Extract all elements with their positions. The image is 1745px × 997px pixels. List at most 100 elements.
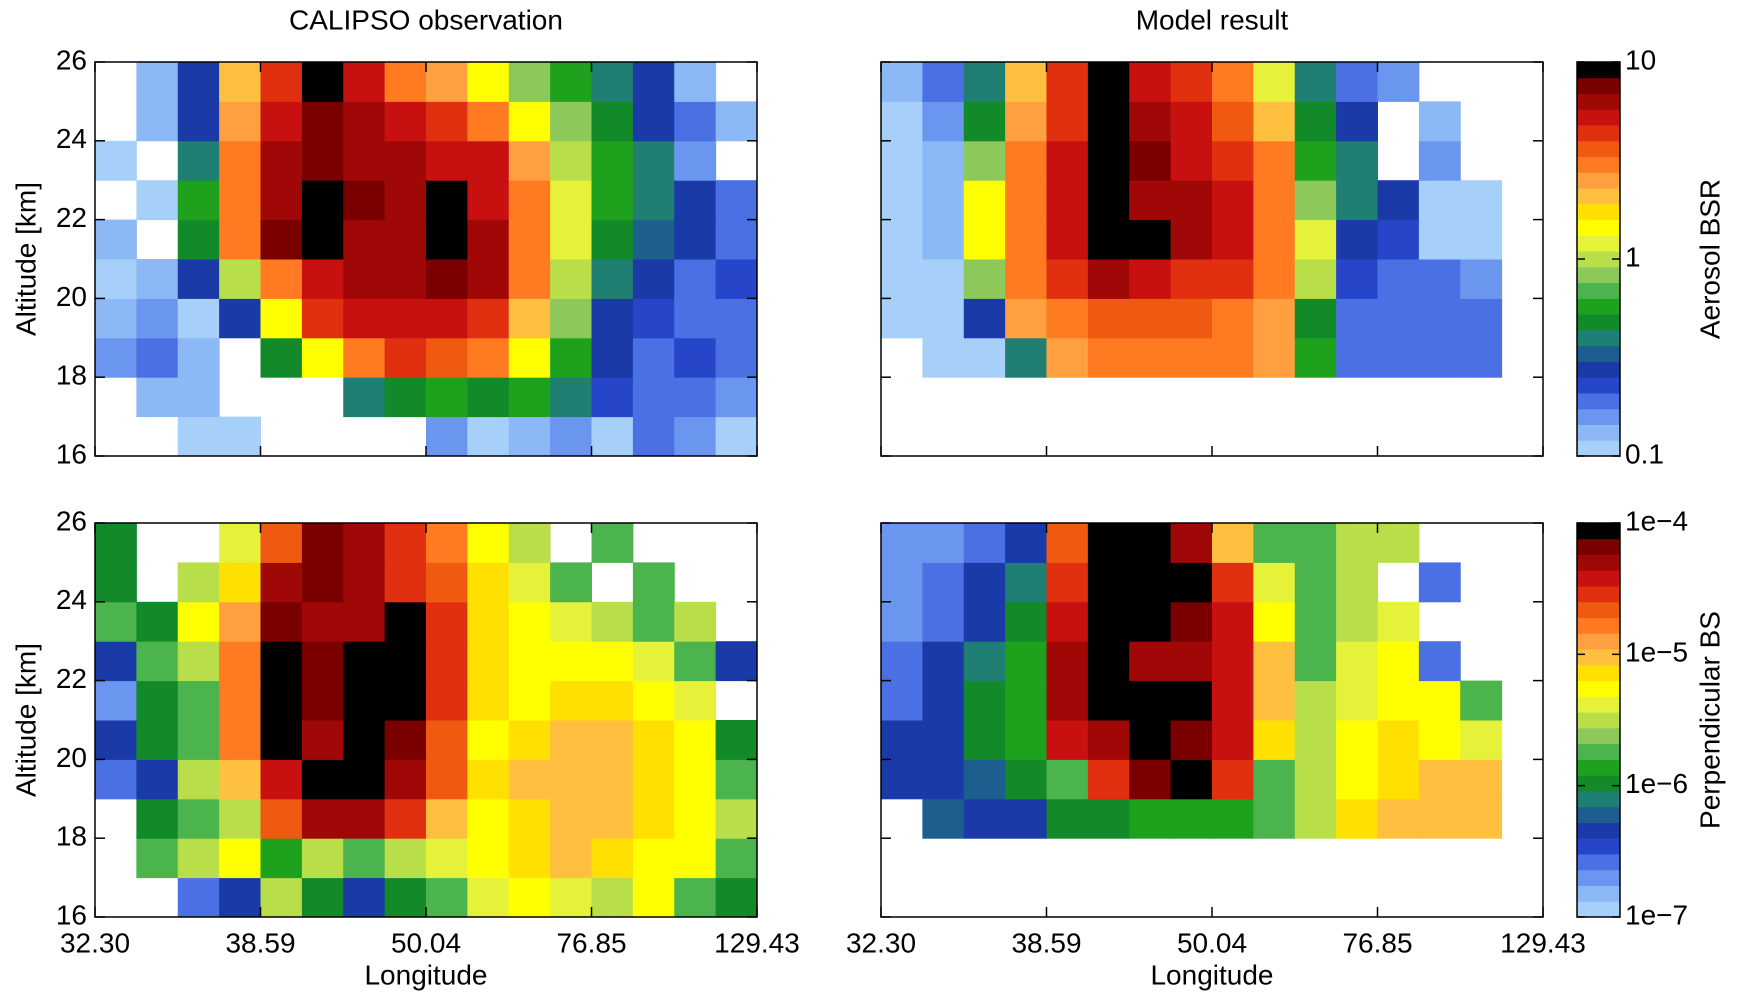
heatmap-cell <box>343 798 386 839</box>
colorbar-swatch <box>1577 806 1620 823</box>
heatmap-cell <box>715 877 758 918</box>
heatmap-cell <box>136 601 179 642</box>
heatmap-cell <box>343 377 386 418</box>
heatmap-cell <box>881 101 923 142</box>
heatmap-cell <box>1005 720 1047 760</box>
heatmap-cell <box>467 140 510 181</box>
heatmap-cell <box>343 101 386 142</box>
heatmap-cell <box>260 298 303 339</box>
heatmap-cell <box>343 838 386 879</box>
heatmap-cell <box>1294 259 1337 299</box>
heatmap-cell <box>674 219 717 260</box>
heatmap-cell <box>1336 259 1378 299</box>
heatmap-cell <box>1294 562 1337 603</box>
heatmap-cell <box>136 680 179 721</box>
heatmap-cell <box>550 219 592 260</box>
heatmap-cell <box>881 759 923 800</box>
heatmap-cell <box>550 720 592 760</box>
heatmap-cell <box>343 601 386 642</box>
heatmap-cell <box>963 562 1006 603</box>
heatmap-cell <box>591 259 634 299</box>
colorbar-swatch <box>1577 885 1620 902</box>
heatmap-cell <box>1129 259 1172 299</box>
colorbar-swatch <box>1577 601 1620 619</box>
colorbar-swatch <box>1577 361 1620 378</box>
y-axis-label: Altitude [km] <box>10 643 41 797</box>
heatmap-cell <box>1253 140 1296 181</box>
colorbar-swatch <box>1577 554 1620 571</box>
heatmap-cell <box>1418 680 1461 721</box>
heatmap-cell <box>674 641 717 682</box>
y-tick-label: 26 <box>56 44 87 75</box>
heatmap-cell <box>550 416 592 457</box>
heatmap-cell <box>1418 562 1461 603</box>
heatmap-cell <box>1253 337 1296 378</box>
heatmap-cell <box>177 180 220 221</box>
heatmap-cell <box>881 720 923 760</box>
heatmap-cell <box>426 101 468 142</box>
colorbar-swatch <box>1577 109 1620 126</box>
colorbar-swatch <box>1577 282 1620 299</box>
heatmap-cell <box>95 140 137 181</box>
heatmap-cell <box>301 641 344 682</box>
heatmap-cell <box>384 798 427 839</box>
heatmap-cell <box>1170 759 1213 800</box>
heatmap-cell <box>95 680 137 721</box>
heatmap-cell <box>219 298 261 339</box>
heatmap-cell <box>384 259 427 299</box>
heatmap-cell <box>177 720 220 760</box>
heatmap-cell <box>591 101 634 142</box>
colorbar-swatch <box>1577 345 1620 362</box>
heatmap-cell <box>632 416 675 457</box>
y-tick-label: 26 <box>56 505 87 536</box>
heatmap-cell <box>591 877 634 918</box>
heatmap-cell <box>426 298 468 339</box>
heatmap-cell <box>301 562 344 603</box>
heatmap-cell <box>1418 180 1461 221</box>
colorbar-swatch <box>1577 790 1620 808</box>
heatmap-cell <box>715 180 758 221</box>
heatmap-cell <box>1294 680 1337 721</box>
colorbar-swatch <box>1577 219 1620 236</box>
heatmap-cell <box>591 641 634 682</box>
heatmap-cell <box>963 680 1006 721</box>
heatmap-cell <box>1046 720 1089 760</box>
heatmap-cell <box>301 523 344 563</box>
heatmap-cell <box>426 523 468 563</box>
heatmap-cell <box>1418 259 1461 299</box>
heatmap-cell <box>715 720 758 760</box>
heatmap-cell <box>1170 259 1213 299</box>
y-tick-label: 18 <box>56 821 87 852</box>
heatmap-cell <box>95 298 137 339</box>
heatmap-cell <box>1087 601 1130 642</box>
heatmap-cell <box>881 259 923 299</box>
heatmap-cell <box>343 62 386 102</box>
heatmap-cell <box>1418 140 1461 181</box>
x-tick-label: 50.04 <box>1177 927 1247 958</box>
heatmap-cell <box>1294 523 1337 563</box>
heatmap-cell <box>1377 62 1420 102</box>
heatmap-cell <box>632 337 675 378</box>
heatmap-cell <box>260 601 303 642</box>
heatmap-cell <box>426 62 468 102</box>
heatmap-cell <box>1170 180 1213 221</box>
heatmap-cell <box>922 562 965 603</box>
heatmap-cell <box>1460 720 1503 760</box>
colorbar-swatch <box>1577 586 1620 603</box>
heatmap-cell <box>260 680 303 721</box>
heatmap-cell <box>384 838 427 879</box>
heatmap-cell <box>1129 101 1172 142</box>
colorbar-swatch <box>1577 853 1620 871</box>
heatmap-cell <box>219 180 261 221</box>
colorbar-swatch <box>1577 298 1620 315</box>
y-tick-label: 24 <box>56 584 87 615</box>
heatmap-cell <box>508 416 551 457</box>
heatmap-cell <box>922 101 965 142</box>
heatmap-cell <box>881 680 923 721</box>
heatmap-cell <box>1418 720 1461 760</box>
heatmap-cell <box>632 601 675 642</box>
heatmap-cell <box>508 101 551 142</box>
heatmap-cell <box>343 180 386 221</box>
colorbar-swatch <box>1577 727 1620 745</box>
heatmap-cell <box>219 877 261 918</box>
